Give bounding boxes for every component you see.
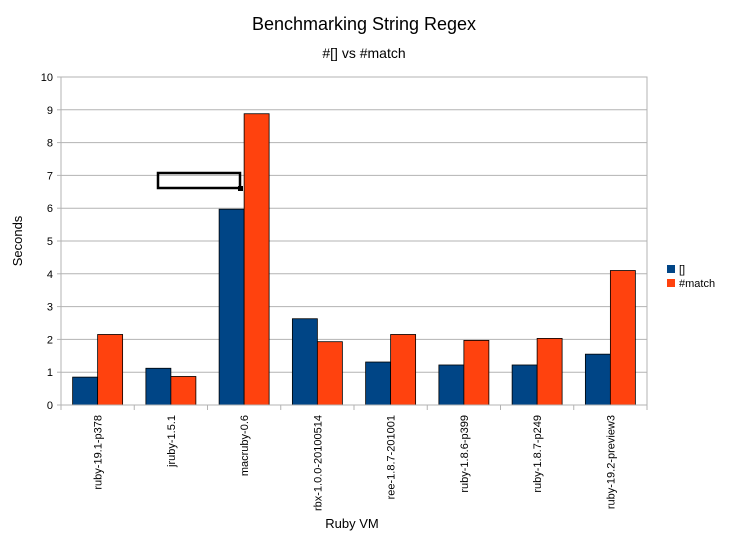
chart-title: Benchmarking String Regex	[252, 14, 476, 34]
x-tick-label: ruby-1.8.7-p249	[532, 415, 544, 493]
y-axis-title: Seconds	[10, 215, 25, 266]
x-axis-title: Ruby VM	[325, 516, 378, 531]
y-tick-label: 0	[47, 400, 53, 412]
bar-match	[170, 376, 197, 406]
y-tick-label: 5	[47, 236, 53, 248]
bar-match	[536, 338, 563, 406]
x-tick-label: rbx-1.0.0-20100514	[312, 415, 324, 511]
chart-subtitle: #[] vs #match	[322, 45, 405, 61]
y-tick-label: 6	[47, 203, 53, 215]
bar-brackets	[145, 367, 172, 406]
y-tick-label: 1	[47, 367, 53, 379]
y-tick-label: 8	[47, 138, 53, 150]
legend-label-series-1: []	[679, 264, 685, 276]
x-axis-ticks: ruby-19.1-p378 jruby-1.5.1 macruby-0.6 rbx-…	[60, 405, 648, 511]
x-tick-label: ree-1.8.7-201001	[386, 415, 398, 499]
bar-match	[316, 341, 343, 406]
x-tick-label: macruby-0.6	[239, 415, 251, 476]
legend-swatch-series-1	[667, 265, 675, 273]
bar-match	[390, 334, 417, 406]
bar-match	[463, 339, 490, 406]
bar-brackets	[218, 208, 245, 406]
y-tick-label: 4	[47, 269, 53, 281]
y-tick-label: 7	[47, 170, 53, 182]
x-tick-label: ruby-1.8.6-p399	[459, 415, 471, 493]
selection-rectangle[interactable]	[156, 171, 242, 190]
legend-swatch-series-2	[667, 279, 675, 287]
bar-match	[609, 270, 636, 406]
y-tick-label: 10	[41, 72, 53, 84]
bar-match	[97, 334, 124, 406]
x-tick-label: jruby-1.5.1	[166, 415, 178, 468]
bar-brackets	[291, 318, 318, 406]
bar-brackets	[438, 364, 465, 406]
bar-match	[243, 113, 270, 406]
y-tick-label: 3	[47, 302, 53, 314]
y-axis-ticks: 0 1 2 3 4 5 6 7 8 9 10	[41, 72, 61, 412]
bars	[72, 113, 636, 406]
bar-brackets	[365, 361, 392, 406]
x-tick-label: ruby-19.2-preview3	[605, 415, 617, 509]
selection-resize-handle[interactable]	[238, 186, 243, 191]
bar-brackets	[584, 353, 611, 406]
x-tick-label: ruby-19.1-p378	[93, 415, 105, 490]
selection-box[interactable]	[156, 171, 243, 191]
bar-brackets	[511, 364, 538, 406]
legend: [] #match	[667, 264, 715, 290]
y-tick-label: 9	[47, 105, 53, 117]
y-tick-label: 2	[47, 334, 53, 346]
bar-brackets	[72, 376, 99, 406]
legend-label-series-2: #match	[679, 278, 715, 290]
